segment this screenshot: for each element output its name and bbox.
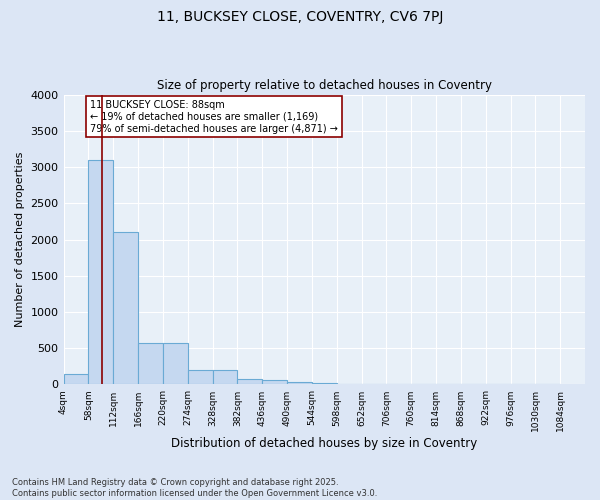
Text: 11, BUCKSEY CLOSE, COVENTRY, CV6 7PJ: 11, BUCKSEY CLOSE, COVENTRY, CV6 7PJ (157, 10, 443, 24)
Y-axis label: Number of detached properties: Number of detached properties (15, 152, 25, 327)
Bar (88, 160, 113, 384)
Bar (64, 374, 88, 384)
Text: Contains HM Land Registry data © Crown copyright and database right 2025.
Contai: Contains HM Land Registry data © Crown c… (12, 478, 377, 498)
Bar (188, 370, 212, 384)
Text: 11 BUCKSEY CLOSE: 88sqm
← 19% of detached houses are smaller (1,169)
79% of semi: 11 BUCKSEY CLOSE: 88sqm ← 19% of detache… (90, 100, 338, 134)
Bar (287, 382, 312, 384)
Title: Size of property relative to detached houses in Coventry: Size of property relative to detached ho… (157, 79, 492, 92)
Bar (163, 343, 188, 384)
Bar (262, 380, 287, 384)
Bar (138, 343, 163, 384)
Bar (212, 370, 238, 384)
X-axis label: Distribution of detached houses by size in Coventry: Distribution of detached houses by size … (171, 437, 478, 450)
Bar (238, 378, 262, 384)
Bar (113, 232, 138, 384)
